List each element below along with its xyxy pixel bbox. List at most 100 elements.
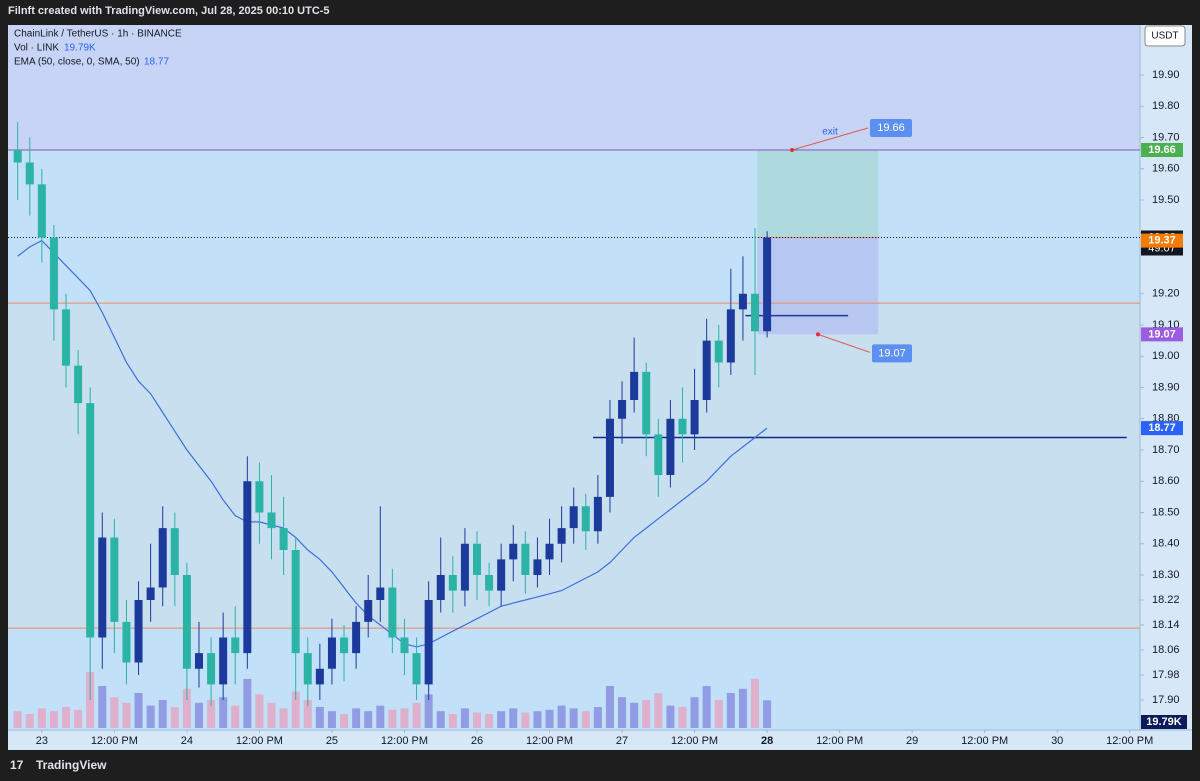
candle-body — [618, 400, 627, 419]
y-tick-label: 19.00 — [1152, 350, 1180, 362]
x-tick-label: 28 — [761, 735, 773, 747]
candle-body — [654, 434, 663, 475]
volume-bar — [497, 711, 506, 728]
volume-bar — [352, 708, 361, 728]
volume-bar — [545, 709, 554, 728]
x-tick-label: 12:00 PM — [236, 735, 283, 747]
candle-body — [146, 587, 155, 600]
volume-bar — [714, 700, 723, 728]
volume-bar — [243, 679, 252, 728]
y-tick-label: 18.60 — [1152, 475, 1180, 487]
volume-bar — [303, 700, 312, 728]
candle-body — [557, 528, 566, 544]
volume-bar — [690, 697, 699, 728]
candle-body — [521, 543, 530, 575]
candle-body — [388, 587, 397, 638]
candle-body — [751, 293, 760, 332]
position-target — [757, 150, 879, 238]
volume-bar — [702, 686, 711, 728]
candle-body — [170, 528, 179, 575]
candle-body — [267, 512, 276, 529]
candle-body — [412, 653, 421, 685]
currency: USDT — [1151, 31, 1178, 42]
candle-body — [86, 403, 95, 638]
volume-bar — [315, 707, 324, 728]
y-tick-label: 17.98 — [1152, 669, 1180, 681]
x-tick-label: 12:00 PM — [671, 735, 718, 747]
upper-zone — [8, 25, 1140, 150]
candle-body — [327, 637, 336, 669]
candle-body — [291, 550, 300, 654]
candle-body — [303, 653, 312, 685]
candle-body — [231, 637, 240, 654]
volume-bar — [593, 707, 602, 728]
footer-logo: TradingView — [36, 758, 107, 772]
legend-volume: Vol · LINK — [14, 43, 59, 54]
target-label: 19.66 — [877, 122, 905, 134]
candle-body — [182, 575, 191, 669]
exit-arrow — [791, 127, 869, 151]
candle-body — [219, 637, 228, 685]
x-tick-label: 27 — [616, 735, 628, 747]
candle-body — [436, 575, 445, 600]
volume-bar — [460, 708, 469, 728]
y-tick-label: 18.30 — [1152, 569, 1180, 581]
volume-bar — [364, 711, 373, 728]
price-badge — [1141, 327, 1183, 342]
volume-bar — [122, 702, 131, 728]
candle-body — [110, 537, 119, 622]
price-badge — [1141, 233, 1183, 248]
stop-label: 19.07 — [878, 347, 906, 359]
candle-body — [364, 600, 373, 622]
x-tick-label: 12:00 PM — [816, 735, 863, 747]
candle-body — [352, 621, 361, 654]
volume-bar — [49, 711, 58, 728]
candle-body — [581, 506, 590, 532]
candle-body — [255, 481, 264, 513]
y-tick-label: 19.60 — [1152, 163, 1180, 175]
volume-bar — [509, 708, 518, 728]
candle-body — [509, 543, 518, 560]
candle-body — [279, 528, 288, 550]
price-badge — [1141, 143, 1183, 157]
axis-bg — [1140, 25, 1192, 730]
chart: 19.9019.8019.7019.6019.5019.2019.1019.00… — [8, 25, 1192, 750]
volume-bar — [340, 714, 349, 728]
y-tick-label: 18.40 — [1152, 538, 1180, 550]
y-tick-label: 19.70 — [1152, 131, 1180, 143]
volume-bar — [654, 693, 663, 728]
volume-bar — [472, 712, 481, 728]
candle-body — [62, 309, 71, 366]
exit-annotation: exit — [822, 127, 838, 138]
stop-dot — [816, 332, 820, 337]
candle-body — [25, 162, 34, 185]
candle-body — [726, 309, 735, 363]
exit-dot — [790, 148, 794, 152]
price-badge-label: 18.77 — [1148, 422, 1176, 434]
y-tick-label: 18.22 — [1152, 594, 1180, 606]
volume-bar — [170, 707, 179, 728]
candle-body — [630, 371, 639, 400]
volume-badge-label: 19.79K — [1146, 716, 1182, 728]
candle-body — [569, 506, 578, 529]
candle-body — [340, 637, 349, 654]
volume-bar — [533, 711, 542, 728]
volume-bar — [279, 708, 288, 728]
y-tick-label: 18.50 — [1152, 506, 1180, 518]
candle-body — [545, 543, 554, 560]
candle-body — [666, 418, 675, 475]
volume-bar — [726, 693, 735, 728]
x-tick-label: 12:00 PM — [1106, 735, 1153, 747]
candle-body — [533, 559, 542, 575]
volume-bar — [231, 705, 240, 728]
volume-bar — [110, 697, 119, 728]
candle-body — [763, 237, 772, 332]
volume-bar — [255, 694, 264, 728]
volume-bar — [207, 700, 216, 728]
stop-label-bg — [872, 344, 912, 363]
candle-body — [49, 237, 58, 310]
x-tick-label: 12:00 PM — [961, 735, 1008, 747]
candle-body — [714, 340, 723, 363]
volume-bar — [219, 697, 228, 728]
